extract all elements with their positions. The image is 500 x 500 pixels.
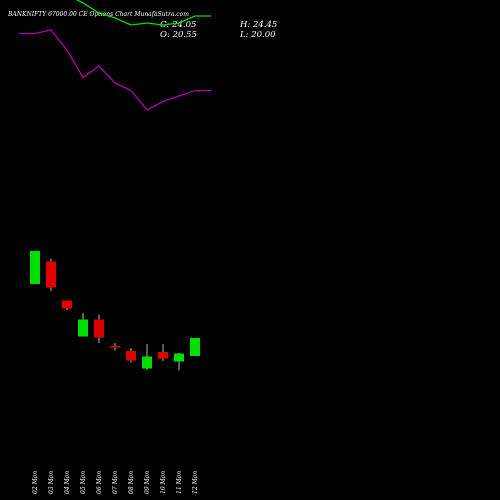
candle-body [174, 353, 184, 362]
chart-header: BANKNIFTY 67000.00 CE Options Chart Muna… [7, 11, 277, 40]
candle-body [62, 300, 72, 309]
candle [78, 313, 88, 337]
candle-body [78, 319, 88, 337]
x-tick-label: 08 Mon [128, 471, 135, 494]
candle [190, 338, 200, 356]
candle [46, 258, 56, 291]
x-tick-label: 09 Mon [144, 471, 151, 494]
candle-body [46, 261, 56, 288]
candle [174, 353, 184, 371]
x-tick-label: 07 Mon [112, 471, 119, 494]
x-tick-label: 10 Mon [160, 471, 167, 494]
candle-body [190, 338, 200, 356]
candle [94, 314, 104, 343]
series-line-2 [19, 29, 211, 111]
candle [30, 251, 40, 284]
x-tick-label: 04 Mon [64, 471, 71, 494]
candlesticks [30, 251, 200, 371]
candle [126, 348, 136, 363]
candle-body [158, 352, 168, 359]
candle-body [110, 346, 120, 348]
candle-body [142, 356, 152, 369]
close-value: C: 24.05 [160, 20, 196, 30]
x-tick-label: 05 Mon [80, 471, 87, 494]
x-tick-label: 12 Mon [192, 471, 199, 494]
x-tick-label: 02 Mon [32, 471, 39, 494]
open-value: O: 20.55 [160, 30, 197, 40]
moving-average-lines [19, 0, 211, 111]
series-line-1 [75, 0, 211, 26]
x-tick-label: 11 Mon [176, 471, 183, 494]
candle-body [126, 351, 136, 361]
candle [142, 344, 152, 370]
low-value: L: 20.00 [239, 30, 276, 40]
chart-title: BANKNIFTY 67000.00 CE Options Chart Muna… [7, 11, 189, 18]
candle-body [30, 251, 40, 284]
x-axis: 02 Mon 03 Mon 04 Mon 05 Mon 06 Mon 07 Mon 08 M… [32, 471, 199, 494]
candle [62, 300, 72, 310]
x-tick-label: 06 Mon [96, 471, 103, 494]
high-value: H: 24.45 [239, 20, 277, 30]
candle [110, 343, 120, 351]
candle [158, 344, 168, 361]
candle-body [94, 319, 104, 338]
x-tick-label: 03 Mon [48, 471, 55, 494]
